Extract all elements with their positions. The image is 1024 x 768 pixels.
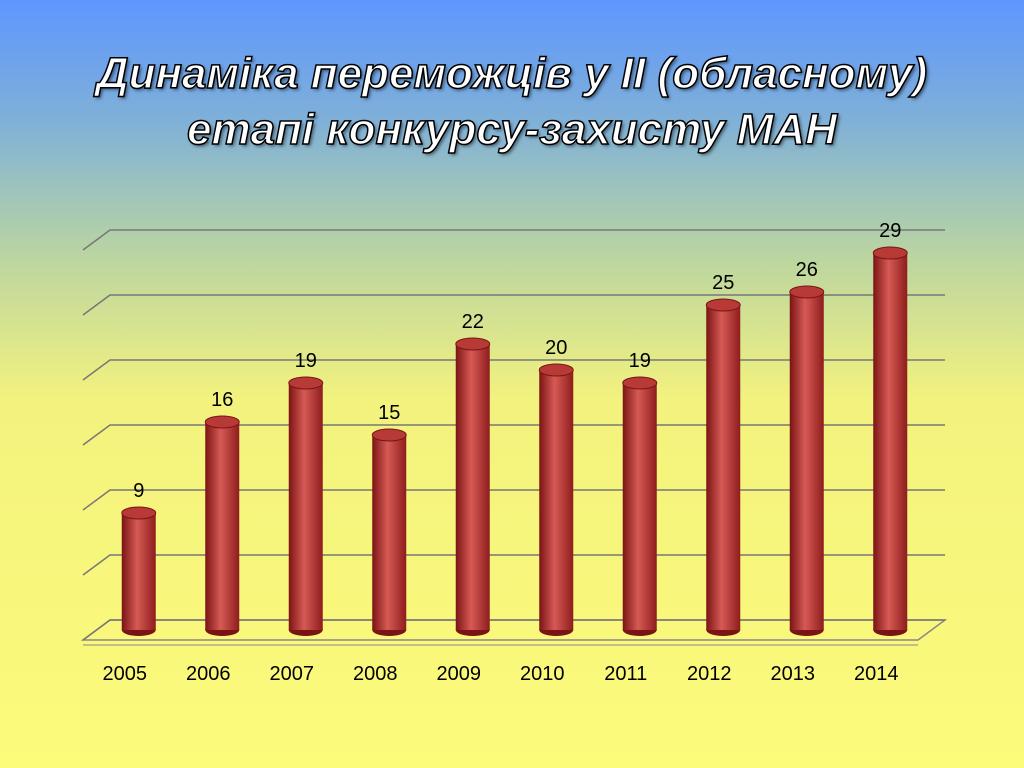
grid-line [82,489,945,511]
grid-line [82,229,945,251]
bar-top [789,285,825,299]
bar-top [121,506,157,520]
grid-line [82,294,945,316]
x-tick-label: 2006 [186,663,231,685]
bar [873,253,908,630]
value-label: 15 [378,402,400,424]
bar [205,422,240,630]
bar [789,292,824,630]
bar-top [455,337,491,351]
bar-top [204,415,240,429]
x-tick-label: 2007 [270,663,315,685]
bar [706,305,741,630]
value-label: 22 [462,311,484,333]
x-tick-label: 2012 [687,663,732,685]
bar-top [872,246,908,260]
bar [622,383,657,630]
x-tick-label: 2010 [520,663,565,685]
x-tick-label: 2013 [771,663,816,685]
grid-line [82,424,945,446]
bar-top [371,428,407,442]
grid-line [82,554,945,576]
x-tick-label: 2009 [437,663,482,685]
bar-top [705,298,741,312]
chart-title: Динаміка переможців у ІІ (обласному) ета… [96,48,928,155]
bar-top [622,376,658,390]
value-label: 19 [295,350,317,372]
x-tick-label: 2008 [353,663,398,685]
bar [372,435,407,630]
bar [288,383,323,630]
value-label: 19 [629,350,651,372]
value-label: 9 [133,480,144,502]
bar [455,344,490,630]
value-label: 16 [211,389,233,411]
bar-top [288,376,324,390]
bar [121,513,156,630]
grid-line [82,359,945,381]
x-tick-label: 2005 [103,663,148,685]
bar-top [538,363,574,377]
value-label: 26 [796,259,818,281]
bar [539,370,574,630]
value-label: 20 [545,337,567,359]
value-label: 25 [712,272,734,294]
value-label: 29 [879,220,901,242]
x-tick-label: 2011 [604,663,647,685]
grid-line [82,619,945,641]
x-tick-label: 2014 [854,663,899,685]
